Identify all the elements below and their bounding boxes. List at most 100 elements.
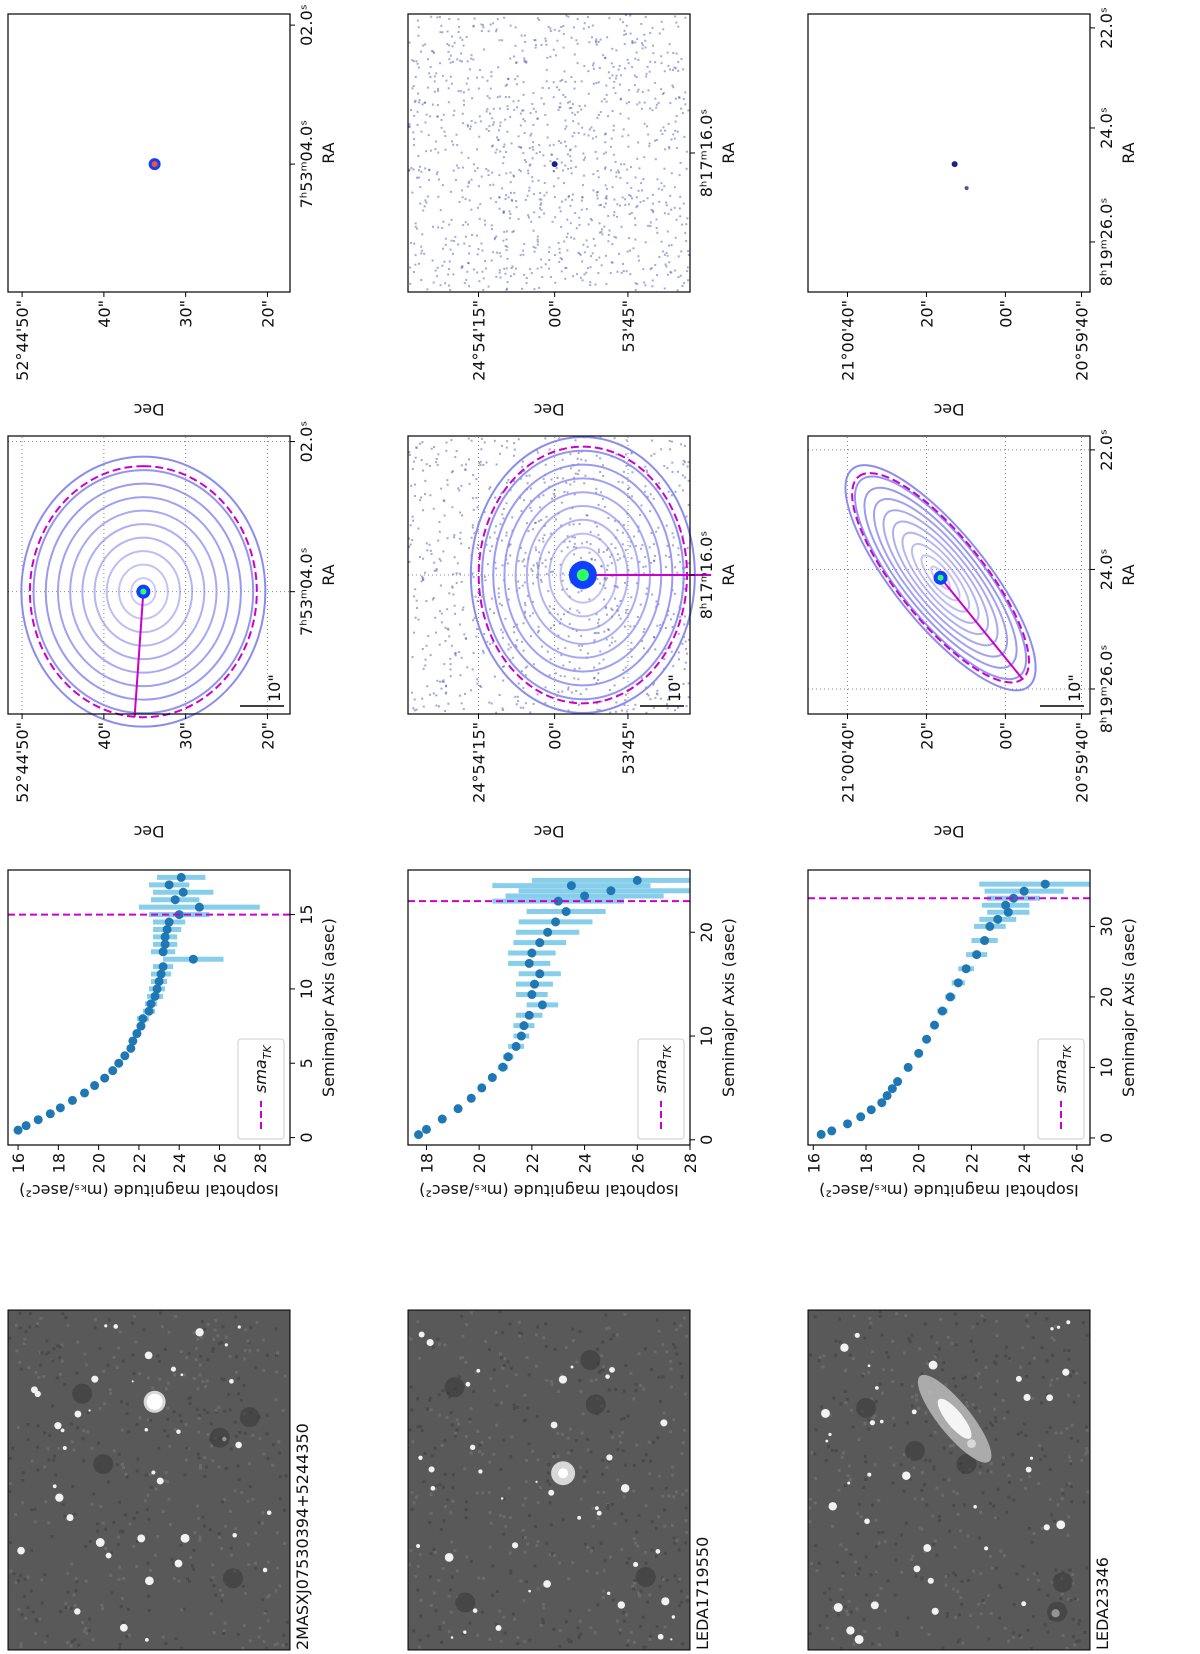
- sky-noise: [854, 1560, 858, 1564]
- sky-noise: [128, 1522, 132, 1526]
- noise-dot: [596, 194, 599, 197]
- noise-dot: [631, 66, 634, 69]
- sky-noise: [58, 1345, 62, 1349]
- noise-dot: [490, 702, 493, 705]
- noise-dot: [515, 61, 518, 64]
- noise-dot: [436, 16, 439, 19]
- noise-dot: [460, 656, 463, 659]
- sky-noise: [18, 1360, 22, 1364]
- sky-noise: [76, 1340, 80, 1344]
- sky-star: [104, 1324, 108, 1328]
- noise-dot: [424, 664, 427, 667]
- noise-dot: [421, 697, 424, 700]
- sky-noise: [1083, 1630, 1087, 1634]
- noise-dot: [502, 679, 505, 682]
- sky-noise: [841, 1571, 845, 1575]
- noise-dot: [556, 613, 559, 616]
- noise-dot: [611, 47, 614, 50]
- sky-noise: [883, 1540, 887, 1544]
- noise-dot: [522, 109, 525, 112]
- noise-dot: [568, 623, 571, 626]
- sky-noise: [643, 1645, 647, 1649]
- sky-noise: [274, 1398, 278, 1402]
- sky-noise: [446, 1498, 450, 1502]
- noise-dot: [573, 26, 576, 29]
- noise-dot: [412, 271, 415, 274]
- sky-noise: [247, 1563, 251, 1567]
- noise-dot: [663, 287, 666, 290]
- sky-noise: [455, 1569, 459, 1573]
- sky-noise: [26, 1605, 30, 1609]
- noise-dot: [677, 255, 680, 258]
- sky-star: [418, 1455, 423, 1460]
- sky-noise: [464, 1508, 468, 1512]
- noise-dot: [589, 218, 592, 221]
- noise-dot: [610, 543, 613, 546]
- sky-noise: [661, 1494, 665, 1498]
- sky-noise: [118, 1330, 122, 1334]
- sky-noise: [82, 1429, 86, 1433]
- sky-noise: [214, 1319, 218, 1323]
- sky-noise: [239, 1398, 243, 1402]
- noise-dot: [428, 168, 431, 171]
- noise-dot: [482, 651, 485, 654]
- noise-dot: [602, 474, 605, 477]
- noise-dot: [564, 266, 567, 269]
- noise-dot: [533, 211, 536, 214]
- sky-noise: [591, 1506, 595, 1510]
- sky-noise: [979, 1572, 983, 1576]
- sky-noise: [978, 1465, 982, 1469]
- sky-noise: [173, 1427, 177, 1431]
- sky-noise: [633, 1578, 637, 1582]
- noise-dot: [670, 172, 673, 175]
- noise-dot: [588, 128, 591, 131]
- noise-dot: [619, 98, 622, 101]
- sky-noise: [234, 1527, 238, 1531]
- noise-dot: [521, 287, 524, 290]
- noise-dot: [472, 268, 475, 271]
- noise-dot: [509, 191, 512, 194]
- sky-noise: [669, 1430, 673, 1434]
- legend-sub: TK: [1061, 1045, 1074, 1060]
- noise-dot: [513, 191, 516, 194]
- noise-dot: [504, 118, 507, 121]
- noise-dot: [646, 587, 649, 590]
- noise-dot: [563, 675, 566, 678]
- sky-noise: [601, 1340, 605, 1344]
- noise-dot: [510, 198, 513, 201]
- sky-noise: [180, 1646, 184, 1650]
- sky-noise: [864, 1593, 868, 1597]
- sky-noise: [864, 1460, 868, 1464]
- noise-dot: [446, 479, 449, 482]
- noise-dot: [671, 626, 674, 629]
- sky-noise: [119, 1605, 123, 1609]
- noise-dot: [496, 136, 499, 139]
- noise-dot: [450, 218, 453, 221]
- noise-dot: [461, 265, 464, 268]
- noise-dot: [660, 20, 663, 23]
- noise-dot: [616, 559, 619, 562]
- profile-point: [551, 917, 561, 927]
- sky-noise: [51, 1359, 55, 1363]
- noise-dot: [548, 251, 551, 254]
- sky-noise: [429, 1511, 433, 1515]
- noise-dot: [656, 624, 659, 627]
- sky-star: [1062, 1368, 1070, 1376]
- sky-star: [607, 1591, 611, 1596]
- sky-noise: [902, 1351, 906, 1355]
- noise-dot: [414, 222, 417, 225]
- noise-dot: [474, 595, 477, 598]
- sky-noise: [125, 1475, 129, 1479]
- noise-dot: [666, 707, 669, 710]
- sky-noise: [495, 1589, 499, 1593]
- noise-dot: [505, 230, 508, 233]
- noise-dot: [480, 242, 483, 245]
- sky-noise: [1084, 1452, 1088, 1456]
- noise-dot: [425, 463, 428, 466]
- noise-dot: [559, 106, 562, 109]
- sky-noise: [899, 1463, 903, 1467]
- sky-noise: [1039, 1401, 1043, 1405]
- noise-dot: [448, 268, 451, 271]
- noise-dot: [600, 230, 603, 233]
- sky-star: [511, 1542, 519, 1549]
